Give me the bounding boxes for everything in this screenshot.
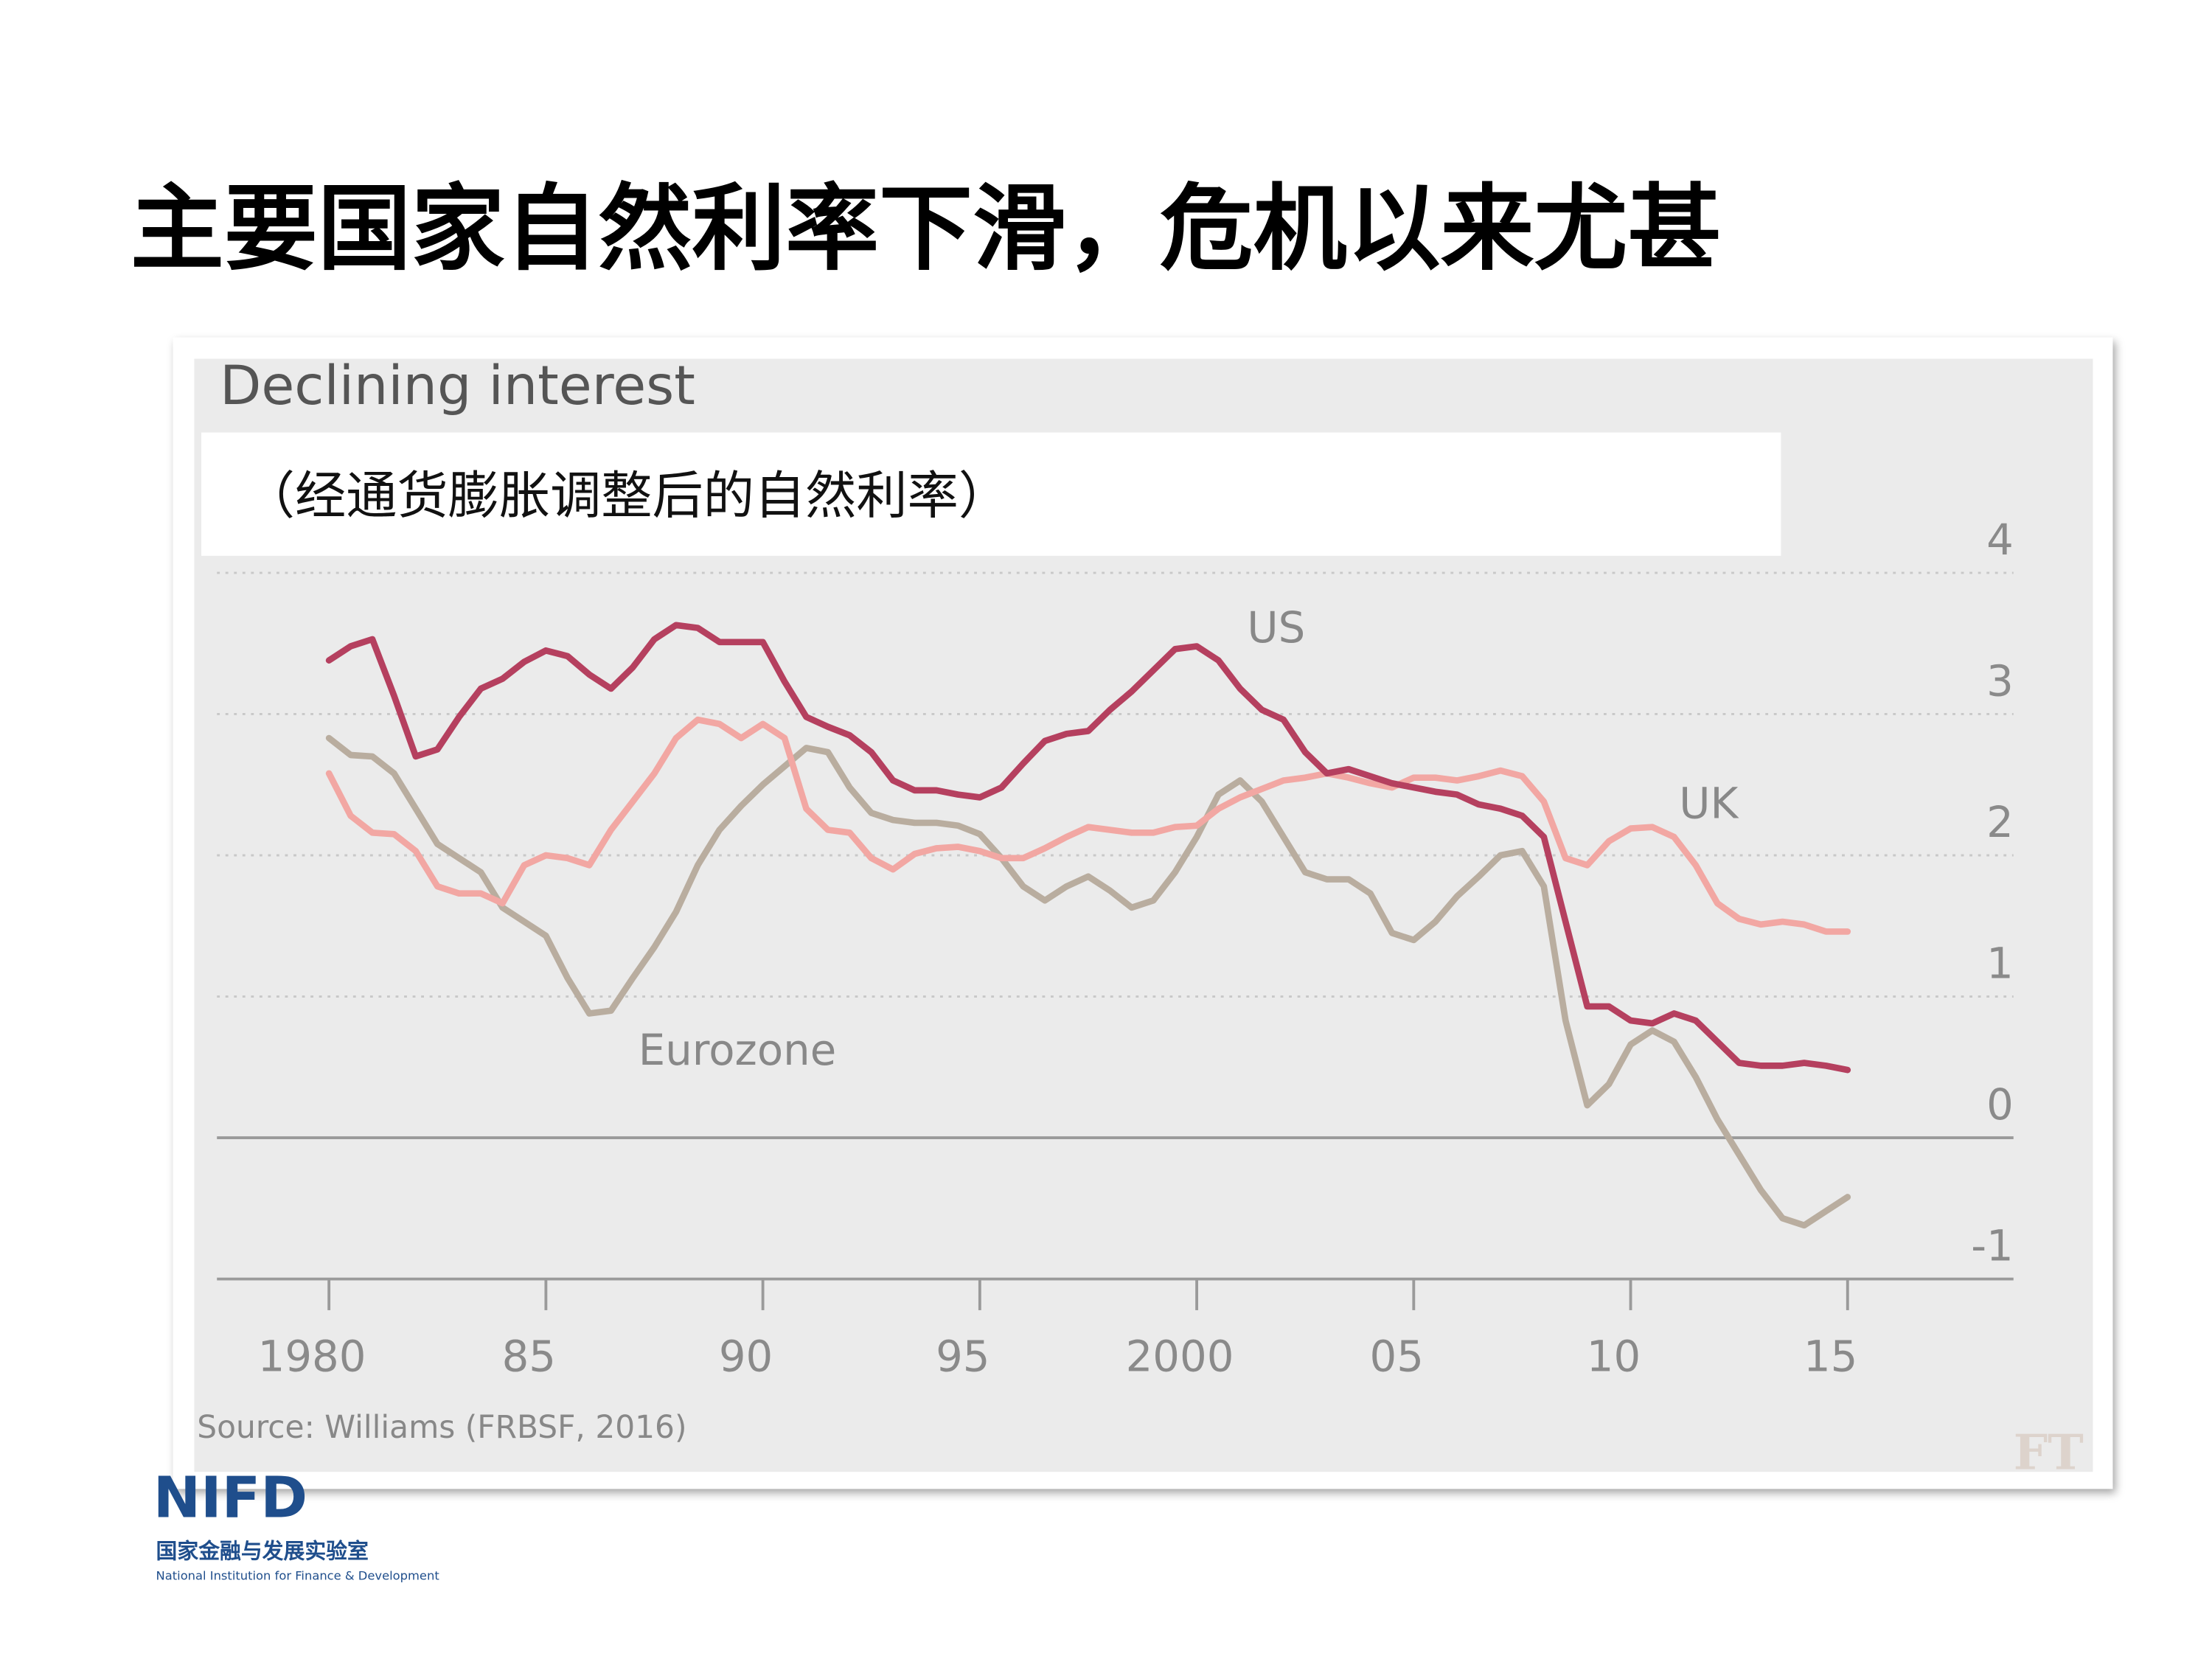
source: Source: Williams (FRBSF, 2016)	[197, 1409, 686, 1445]
y-tick-label: 2	[1986, 797, 2014, 847]
plot: -1 0 1 2 3 4 1980 85 90 95 2000 05 10 15 Eurozone UK US	[217, 515, 2014, 1382]
watermark: FT	[2014, 1425, 2084, 1481]
x-tick-label: 15	[1804, 1332, 1857, 1382]
y-tick-label: 1	[1986, 939, 2014, 989]
y-tick-label: 3	[1986, 655, 2014, 706]
x-tick-label: 10	[1587, 1332, 1641, 1382]
x-tick-label: 90	[719, 1332, 773, 1382]
logo-name-cn: 国家金融与发展实验室	[156, 1538, 369, 1563]
y-tick-label: 4	[1986, 515, 2014, 565]
logo-mark: NIFD	[153, 1466, 307, 1531]
series-label: US	[1247, 602, 1305, 653]
y-tick-label: -1	[1971, 1221, 2014, 1271]
series-line	[325, 734, 1851, 1229]
series-line	[325, 622, 1851, 1074]
chart-title: Declining interest	[220, 355, 695, 417]
series-label: Eurozone	[639, 1025, 836, 1075]
y-tick-label: 0	[1986, 1079, 2014, 1130]
x-tick-label: 05	[1370, 1332, 1424, 1382]
x-tick-label: 95	[936, 1332, 990, 1382]
chart-subtitle: （经通货膨胀调整后的自然利率）	[244, 467, 1009, 526]
x-tick-label: 2000	[1126, 1332, 1234, 1382]
series-label: UK	[1679, 779, 1739, 829]
slide-title: 主要国家自然利率下滑，危机以来尤甚	[131, 174, 1721, 283]
series-line	[325, 716, 1851, 935]
x-tick-label: 85	[502, 1332, 556, 1382]
x-tick-label: 1980	[258, 1332, 366, 1382]
logo-name-en: National Institution for Finance & Devel…	[156, 1568, 440, 1582]
subtitle-box	[201, 432, 1781, 556]
